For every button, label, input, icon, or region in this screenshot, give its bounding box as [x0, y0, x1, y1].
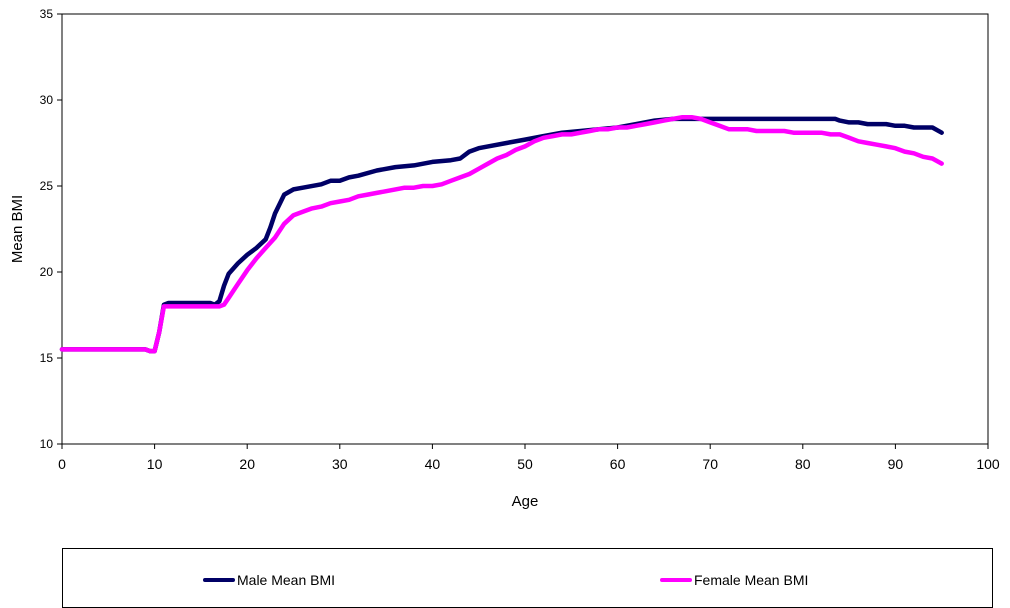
y-axis-title: Mean BMI	[9, 195, 26, 263]
y-tick-label: 30	[40, 93, 54, 107]
x-tick-label: 30	[332, 456, 348, 472]
series-line-male	[59, 116, 944, 354]
y-tick-label: 25	[40, 179, 54, 193]
x-tick-label: 0	[58, 456, 66, 472]
plot-frame	[61, 13, 989, 445]
x-tick-label: 60	[610, 456, 626, 472]
chart-canvas: 10 15 20 25 30 35 0 10 20 30 40 50 60 70 80 90 100 Age Mea…	[9, 7, 1000, 510]
x-tick-label: 100	[976, 456, 1000, 472]
legend-item-male: Male Mean BMI	[203, 572, 335, 588]
x-tick-label: 70	[702, 456, 718, 472]
legend-swatch-male	[203, 578, 235, 582]
legend-swatch-female	[660, 578, 692, 582]
x-tick-label: 40	[425, 456, 441, 472]
y-tick-label: 35	[40, 7, 54, 21]
x-axis-title: Age	[512, 493, 539, 510]
legend-label-male: Male Mean BMI	[237, 572, 336, 588]
x-tick-label: 80	[795, 456, 811, 472]
y-tick-label: 10	[40, 437, 54, 451]
series-line-female	[59, 114, 944, 354]
x-tick-label: 10	[147, 456, 163, 472]
plot-area: 10 15 20 25 30 35 0 10 20 30 40 50 60 70 80 90 100 Age Mea…	[9, 7, 1000, 510]
x-tick-label: 90	[888, 456, 904, 472]
legend: Male Mean BMI Female Mean BMI	[62, 548, 993, 608]
legend-item-female: Female Mean BMI	[660, 572, 808, 588]
legend-label-female: Female Mean BMI	[694, 572, 809, 588]
y-tick-label: 15	[40, 351, 54, 365]
x-tick-label: 20	[239, 456, 255, 472]
y-tick-label: 20	[40, 265, 54, 279]
x-tick-label: 50	[517, 456, 533, 472]
